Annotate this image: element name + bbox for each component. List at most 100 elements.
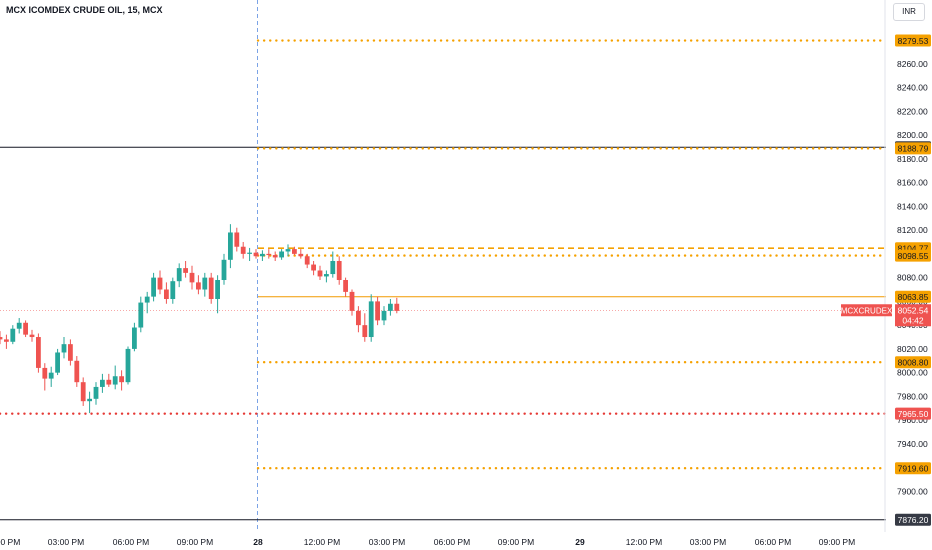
candle-body xyxy=(29,334,35,338)
candle-body xyxy=(272,255,278,258)
candle-body xyxy=(16,322,22,329)
time-tick-label: 03:00 PM xyxy=(369,537,405,547)
candle-body xyxy=(304,256,310,265)
candle-body xyxy=(87,398,92,402)
time-tick-label: 28 xyxy=(253,537,263,547)
candle-body xyxy=(247,252,252,254)
candle-body xyxy=(183,268,188,273)
candles-layer xyxy=(0,224,400,414)
candle-body xyxy=(394,303,400,311)
candle-body xyxy=(234,232,240,247)
time-tick-label: 09:00 PM xyxy=(498,537,534,547)
level-label-box xyxy=(895,249,931,262)
price-tick-label: 8020.00 xyxy=(897,344,928,354)
time-tick-label: 03:00 PM xyxy=(48,537,84,547)
candle-body xyxy=(151,277,156,297)
level-label-box xyxy=(895,34,931,47)
candle-body xyxy=(157,277,163,290)
time-tick-label: 09:00 PM xyxy=(819,537,855,547)
symbol-tag-box xyxy=(841,304,892,317)
currency-button[interactable]: INR xyxy=(893,3,925,21)
price-tick-label: 7980.00 xyxy=(897,391,928,401)
candle-body xyxy=(132,327,137,349)
price-tick-label: 8080.00 xyxy=(897,273,928,283)
level-label-box xyxy=(895,407,931,420)
candle-body xyxy=(253,252,259,257)
candle-body xyxy=(10,328,16,342)
candle-body xyxy=(266,253,272,256)
time-tick-label: 00 PM xyxy=(0,537,20,547)
candle-body xyxy=(349,291,355,311)
price-labels-layer: 8279.538189.708188.798104.778098.558063.… xyxy=(841,34,931,526)
current-price-box xyxy=(895,304,931,327)
candle-body xyxy=(311,264,316,271)
candle-body xyxy=(324,274,329,277)
candle-body xyxy=(125,348,131,383)
time-axis[interactable]: 00 PM 03:00 PM 06:00 PM 09:00 PM 28 12:00 PM 0… xyxy=(0,537,855,547)
candle-body xyxy=(23,322,28,335)
candle-body xyxy=(343,280,348,292)
level-label-text: 7876.20 xyxy=(898,515,929,525)
symbol-title: MCX ICOMDEX CRUDE OIL, 15, MCX xyxy=(6,5,163,15)
level-label-box xyxy=(895,290,931,303)
candle-body xyxy=(202,277,208,290)
level-label-box xyxy=(895,462,931,475)
time-tick-label: 09:00 PM xyxy=(177,537,213,547)
candle-body xyxy=(228,232,233,260)
candle-body xyxy=(74,360,80,383)
level-label-text: 8188.79 xyxy=(898,144,929,154)
price-tick-label: 8120.00 xyxy=(897,225,928,235)
candle-body xyxy=(0,337,3,340)
candle-body xyxy=(170,281,176,300)
candle-body xyxy=(68,344,73,361)
candle-body xyxy=(61,344,67,353)
level-label-text: 8098.55 xyxy=(898,251,929,261)
level-lines-layer xyxy=(0,39,888,521)
price-tick-label: 7900.00 xyxy=(897,486,928,496)
candle-body xyxy=(189,272,195,283)
time-tick-label: 06:00 PM xyxy=(755,537,791,547)
level-label-text: 8104.77 xyxy=(898,243,929,253)
candle-body xyxy=(362,325,368,338)
symbol-tag-text: MCXCRUDEX xyxy=(841,306,893,315)
candle-body xyxy=(330,260,336,275)
candle-body xyxy=(368,301,374,338)
candle-body xyxy=(42,367,48,379)
candle-body xyxy=(298,253,304,257)
candle-body xyxy=(240,246,246,254)
time-tick-label: 29 xyxy=(575,537,585,547)
countdown-text: 04:42 xyxy=(902,315,924,325)
candle-body xyxy=(356,310,361,326)
price-tick-label: 8200.00 xyxy=(897,130,928,140)
price-tick-label: 8220.00 xyxy=(897,106,928,116)
candle-body xyxy=(106,379,112,385)
current-price-text: 8052.54 xyxy=(898,305,929,315)
candle-body xyxy=(292,249,297,254)
level-label-text: 7919.60 xyxy=(898,463,929,473)
candle-body xyxy=(55,352,60,373)
time-tick-label: 03:00 PM xyxy=(690,537,726,547)
candle-body xyxy=(388,303,393,311)
candle-body xyxy=(260,253,265,257)
price-tick-label: 8000.00 xyxy=(897,368,928,378)
candle-body xyxy=(208,277,214,300)
price-tick-label: 8240.00 xyxy=(897,83,928,93)
level-label-text: 8008.80 xyxy=(898,357,929,367)
time-tick-label: 06:00 PM xyxy=(113,537,149,547)
price-tick-label: 8260.00 xyxy=(897,59,928,69)
candle-body xyxy=(48,372,54,379)
candle-body xyxy=(336,260,342,280)
candle-body xyxy=(119,376,124,383)
time-tick-label: 12:00 PM xyxy=(304,537,340,547)
candle-body xyxy=(93,386,99,399)
candle-body xyxy=(196,282,201,290)
level-label-box xyxy=(895,142,931,155)
candle-body xyxy=(100,379,105,387)
price-axis[interactable]: 7900.007920.007940.007960.007980.008000.… xyxy=(897,59,928,497)
candle-body xyxy=(375,301,380,321)
candle-body xyxy=(221,259,227,280)
level-label-text: 8279.53 xyxy=(898,36,929,46)
level-label-box xyxy=(895,356,931,369)
price-tick-label: 8160.00 xyxy=(897,178,928,188)
